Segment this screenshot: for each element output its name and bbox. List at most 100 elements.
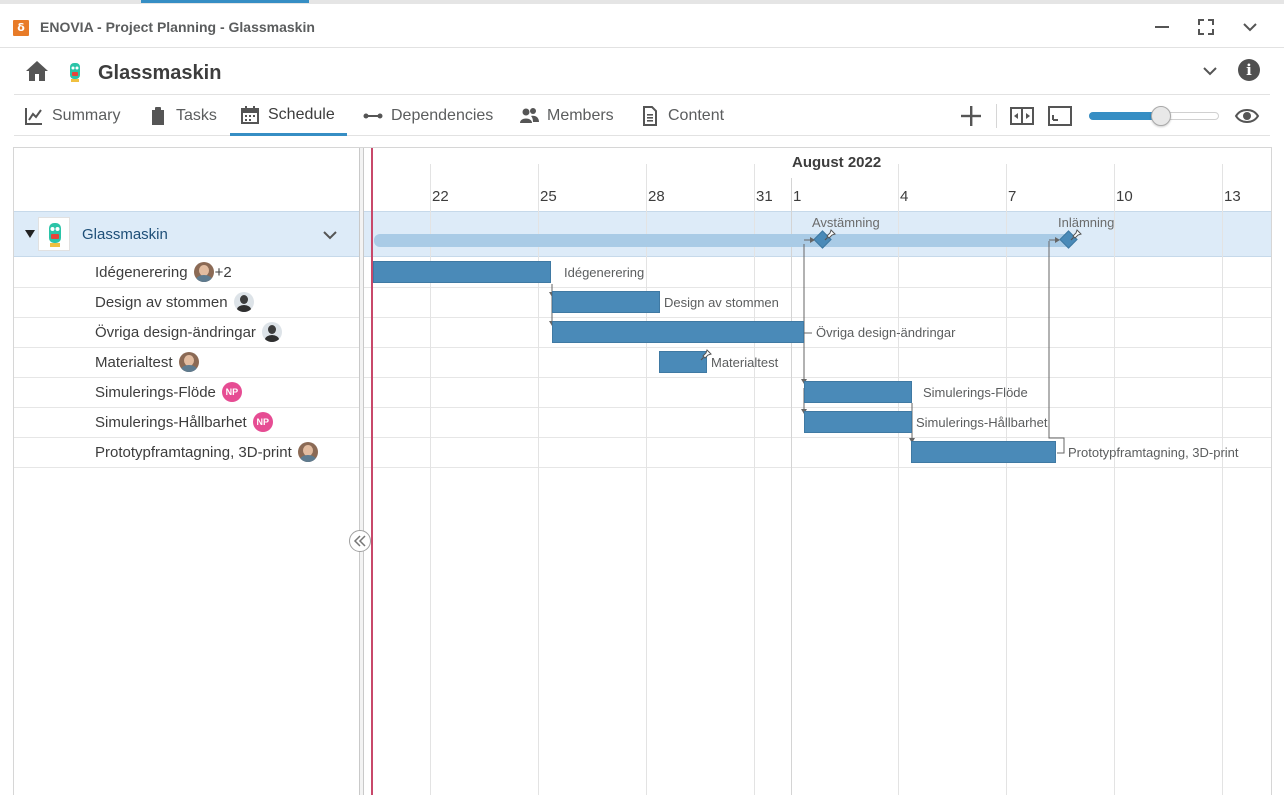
day-label: 1 [793, 188, 802, 205]
task-bar-label: Design av stommen [664, 295, 779, 310]
task-name: Design av stommen [95, 293, 228, 311]
day-label: 22 [432, 188, 449, 205]
zoom-slider[interactable] [1089, 106, 1219, 126]
task-bar-label: Simulerings-Flöde [923, 385, 1028, 400]
chevron-down-icon [1243, 23, 1257, 32]
task-bar[interactable] [373, 261, 551, 283]
day-label: 4 [900, 188, 909, 205]
task-bar[interactable] [659, 351, 707, 373]
day-label: 28 [648, 188, 665, 205]
maximize-button[interactable] [1192, 14, 1220, 40]
people-icon [519, 106, 539, 126]
tab-bar: Summary Tasks Schedule Dependencies Memb… [14, 96, 1270, 136]
avatar [297, 442, 318, 462]
day-gridline [754, 164, 755, 795]
task-name: Simulerings-Hållbarhet [95, 413, 247, 431]
avatar: NP [221, 382, 242, 402]
row-divider [14, 287, 359, 288]
clipboard-icon [148, 106, 168, 126]
window-menu-button[interactable] [1236, 14, 1264, 40]
top-border [0, 0, 1284, 4]
row-divider [364, 347, 1271, 348]
collapse-toggle-icon[interactable] [25, 230, 35, 238]
expand-icon [1048, 106, 1072, 126]
row-divider [14, 407, 359, 408]
plus-icon [961, 106, 981, 126]
day-gridline [430, 164, 431, 795]
document-icon [640, 106, 660, 126]
tab-dependencies[interactable]: Dependencies [353, 96, 503, 136]
task-row[interactable]: Idégenerering +2 [95, 257, 232, 287]
header-expand-button[interactable] [1200, 61, 1220, 81]
month-label: August 2022 [792, 154, 882, 171]
tab-schedule[interactable]: Schedule [230, 96, 347, 136]
chart-line-icon [24, 106, 44, 126]
task-row[interactable]: Prototypframtagning, 3D-print [95, 437, 318, 467]
tab-members[interactable]: Members [509, 96, 624, 136]
row-divider [14, 347, 359, 348]
row-divider [14, 377, 359, 378]
tab-summary[interactable]: Summary [14, 96, 130, 136]
chevron-down-icon [1203, 67, 1217, 76]
page-title: Glassmaskin [98, 62, 222, 84]
project-icon [68, 61, 82, 83]
tab-label: Schedule [268, 105, 335, 123]
add-button[interactable] [958, 104, 984, 128]
top-accent [141, 0, 309, 3]
project-thumbnail [38, 217, 70, 251]
row-divider [364, 317, 1271, 318]
task-bar-label: Prototypframtagning, 3D-print [1068, 445, 1239, 460]
info-icon[interactable]: i [1238, 59, 1260, 81]
task-bar-label: Materialtest [711, 355, 779, 370]
row-divider [364, 287, 1271, 288]
project-summary-bar[interactable] [374, 234, 1074, 247]
row-divider [14, 467, 359, 468]
milestone-label: Inlämning [1058, 215, 1115, 230]
zoom-slider-fill [1089, 112, 1161, 120]
project-row-name[interactable]: Glassmaskin [82, 226, 168, 243]
task-bar[interactable] [911, 441, 1056, 463]
home-icon[interactable] [24, 59, 50, 83]
day-gridline [538, 164, 539, 795]
tab-label: Members [547, 107, 614, 124]
pin-icon [700, 349, 712, 361]
task-row[interactable]: Simulerings-Flöde NP [95, 377, 242, 407]
task-bar[interactable] [552, 291, 660, 313]
task-bar-label: Idégenerering [564, 265, 645, 280]
task-bar-label: Simulerings-Hållbarhet [916, 415, 1048, 430]
3ds-compass-icon: ẟ [13, 20, 29, 36]
tab-label: Tasks [176, 107, 217, 124]
toolbar-separator [996, 104, 997, 128]
row-divider [14, 437, 359, 438]
chevron-down-icon[interactable] [320, 228, 340, 242]
zoom-slider-thumb[interactable] [1151, 106, 1171, 126]
row-divider [364, 407, 1271, 408]
task-name: Materialtest [95, 353, 173, 371]
eye-icon[interactable] [1234, 105, 1260, 127]
day-label: 25 [540, 188, 557, 205]
task-row[interactable]: Design av stommen [95, 287, 254, 317]
tab-tasks[interactable]: Tasks [138, 96, 227, 136]
minimize-button[interactable] [1148, 14, 1176, 40]
task-row[interactable]: Övriga design-ändringar [95, 317, 282, 347]
tab-label: Summary [52, 107, 121, 124]
task-bar[interactable] [804, 411, 912, 433]
month-gridline [791, 178, 792, 795]
task-row[interactable]: Materialtest [95, 347, 199, 377]
link-icon [363, 106, 383, 126]
fullscreen-button[interactable] [1047, 104, 1073, 128]
gantt-chart: Glassmaskin Idégenerering +2 Design av s… [13, 147, 1272, 795]
task-bar[interactable] [804, 381, 912, 403]
day-label: 10 [1116, 188, 1133, 205]
fit-width-button[interactable] [1009, 104, 1035, 128]
pane-splitter[interactable] [359, 148, 364, 795]
task-bar[interactable] [552, 321, 804, 343]
pin-icon [824, 229, 836, 241]
task-row[interactable]: Simulerings-Hållbarhet NP [95, 407, 273, 437]
avatar: NP [252, 412, 273, 432]
task-bar-label: Övriga design-ändringar [816, 325, 956, 340]
tab-content[interactable]: Content [630, 96, 734, 136]
maximize-icon [1198, 19, 1214, 35]
collapse-pane-button[interactable] [349, 530, 371, 552]
day-gridline [1114, 164, 1115, 795]
